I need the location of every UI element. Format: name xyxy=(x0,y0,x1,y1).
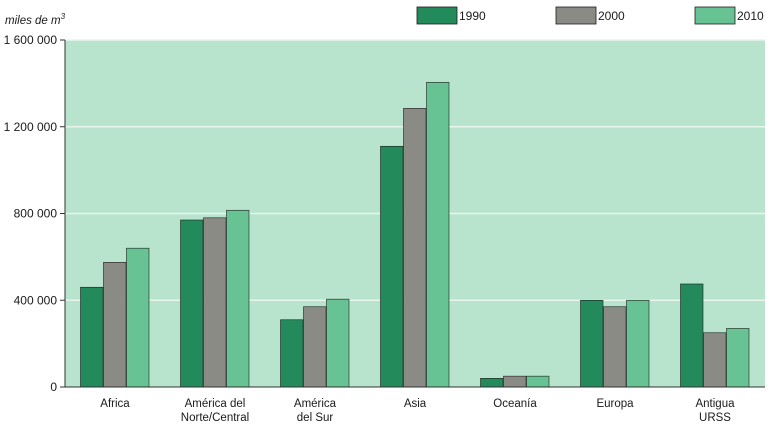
bar-2000 xyxy=(403,108,427,388)
bar-1990 xyxy=(80,286,104,388)
legend-swatch-2000 xyxy=(555,6,597,25)
x-category-label-line: Africa xyxy=(100,398,130,410)
y-axis-unit-text: miles de m xyxy=(5,15,61,27)
legend-label-2010: 2010 xyxy=(737,9,764,23)
bars xyxy=(80,81,750,388)
bar-2010 xyxy=(626,299,650,388)
x-category-label-line: Europa xyxy=(596,398,634,410)
bar-1990 xyxy=(280,319,304,388)
bar-2000 xyxy=(303,306,327,388)
x-category-label: Antigua URSS xyxy=(695,398,735,424)
y-tick-label: 400 000 xyxy=(14,293,58,307)
legend-label-1990: 1990 xyxy=(459,9,486,23)
bar-2010 xyxy=(726,328,750,388)
bar-2010 xyxy=(126,247,150,388)
bar-1990 xyxy=(580,299,604,388)
bar-2000 xyxy=(603,306,627,388)
x-category-label-line: Asia xyxy=(404,398,427,410)
bar-2000 xyxy=(503,375,527,388)
x-category-label-line: Antigua xyxy=(695,398,735,410)
bar-2000 xyxy=(703,332,727,388)
legend-swatch-2010 xyxy=(694,6,736,25)
y-tick-label: 800 000 xyxy=(14,207,58,221)
bar-2000 xyxy=(103,261,127,388)
y-axis-unit-label: miles de m3 xyxy=(5,12,66,27)
x-category-label-line: del Sur xyxy=(297,412,334,424)
bar-1990 xyxy=(180,219,204,388)
x-category-label-line: URSS xyxy=(699,412,731,424)
bar-1990 xyxy=(680,283,704,388)
bar-2010 xyxy=(226,209,250,388)
x-category-label: Africa xyxy=(100,398,130,410)
legend: 1990 2000 2010 xyxy=(416,6,764,25)
x-category-label: Asia xyxy=(404,398,427,410)
bar-1990 xyxy=(380,145,404,388)
bar-2000 xyxy=(203,217,227,388)
x-category-label-line: Oceanía xyxy=(493,398,537,410)
x-category-label-line: Norte/Central xyxy=(181,412,249,424)
y-axis-unit-superscript: 3 xyxy=(61,12,66,21)
x-category-label: América del Norte/Central xyxy=(181,398,249,424)
y-tick-label: 0 xyxy=(50,380,57,394)
x-category-label: Europa xyxy=(596,398,634,410)
bar-1990 xyxy=(480,378,504,388)
x-category-label-line: América del xyxy=(185,398,246,410)
bar-2010 xyxy=(426,81,450,388)
axes: 0 400 000 800 000 1 200 000 1 600 000 Africa A… xyxy=(4,33,765,424)
y-tick-label: 1 200 000 xyxy=(4,120,58,134)
bar-2010 xyxy=(526,375,550,388)
y-tick-label: 1 600 000 xyxy=(4,33,58,47)
x-category-label-line: América xyxy=(294,398,337,410)
x-category-label: América del Sur xyxy=(294,398,337,424)
legend-label-2000: 2000 xyxy=(598,9,625,23)
legend-swatch-1990 xyxy=(416,6,458,25)
bar-2010 xyxy=(326,298,350,388)
x-category-label: Oceanía xyxy=(493,398,537,410)
